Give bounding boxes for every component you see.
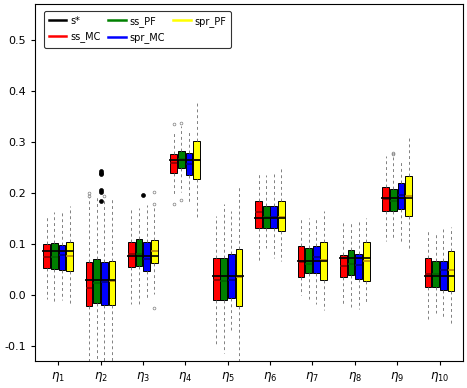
PathPatch shape — [405, 176, 412, 216]
PathPatch shape — [340, 255, 347, 277]
PathPatch shape — [228, 254, 235, 298]
PathPatch shape — [136, 239, 142, 266]
PathPatch shape — [236, 249, 242, 306]
PathPatch shape — [86, 262, 92, 306]
PathPatch shape — [297, 246, 304, 277]
Legend: s*, ss_MC, ss_PF, spr_MC, spr_PF: s*, ss_MC, ss_PF, spr_MC, spr_PF — [44, 11, 231, 48]
Point — [97, 197, 104, 204]
PathPatch shape — [58, 245, 65, 270]
PathPatch shape — [193, 141, 200, 179]
PathPatch shape — [178, 151, 185, 168]
Point — [139, 192, 147, 198]
Point — [97, 187, 104, 193]
PathPatch shape — [432, 261, 439, 287]
PathPatch shape — [128, 242, 135, 267]
PathPatch shape — [213, 258, 219, 300]
Point — [97, 371, 104, 377]
PathPatch shape — [447, 251, 454, 291]
PathPatch shape — [263, 206, 269, 228]
PathPatch shape — [43, 244, 50, 268]
PathPatch shape — [347, 250, 354, 275]
Point — [97, 168, 104, 174]
Point — [97, 360, 104, 366]
PathPatch shape — [397, 183, 404, 209]
PathPatch shape — [186, 154, 192, 175]
PathPatch shape — [425, 258, 432, 287]
PathPatch shape — [382, 187, 389, 211]
PathPatch shape — [51, 243, 57, 268]
PathPatch shape — [143, 242, 150, 271]
PathPatch shape — [313, 246, 319, 273]
PathPatch shape — [390, 189, 396, 211]
Point — [97, 189, 104, 195]
PathPatch shape — [220, 258, 227, 300]
PathPatch shape — [440, 261, 447, 290]
Point — [97, 171, 104, 177]
PathPatch shape — [151, 239, 158, 263]
PathPatch shape — [278, 201, 285, 231]
PathPatch shape — [270, 206, 277, 228]
PathPatch shape — [93, 259, 100, 303]
PathPatch shape — [255, 201, 262, 228]
PathPatch shape — [363, 242, 369, 281]
Point — [97, 170, 104, 176]
PathPatch shape — [109, 261, 115, 305]
PathPatch shape — [170, 154, 177, 173]
PathPatch shape — [355, 253, 362, 279]
PathPatch shape — [320, 242, 327, 280]
PathPatch shape — [101, 262, 108, 305]
PathPatch shape — [66, 242, 73, 271]
PathPatch shape — [305, 248, 312, 274]
